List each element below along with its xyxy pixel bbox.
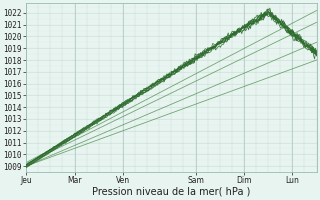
X-axis label: Pression niveau de la mer( hPa ): Pression niveau de la mer( hPa ) [92,187,251,197]
